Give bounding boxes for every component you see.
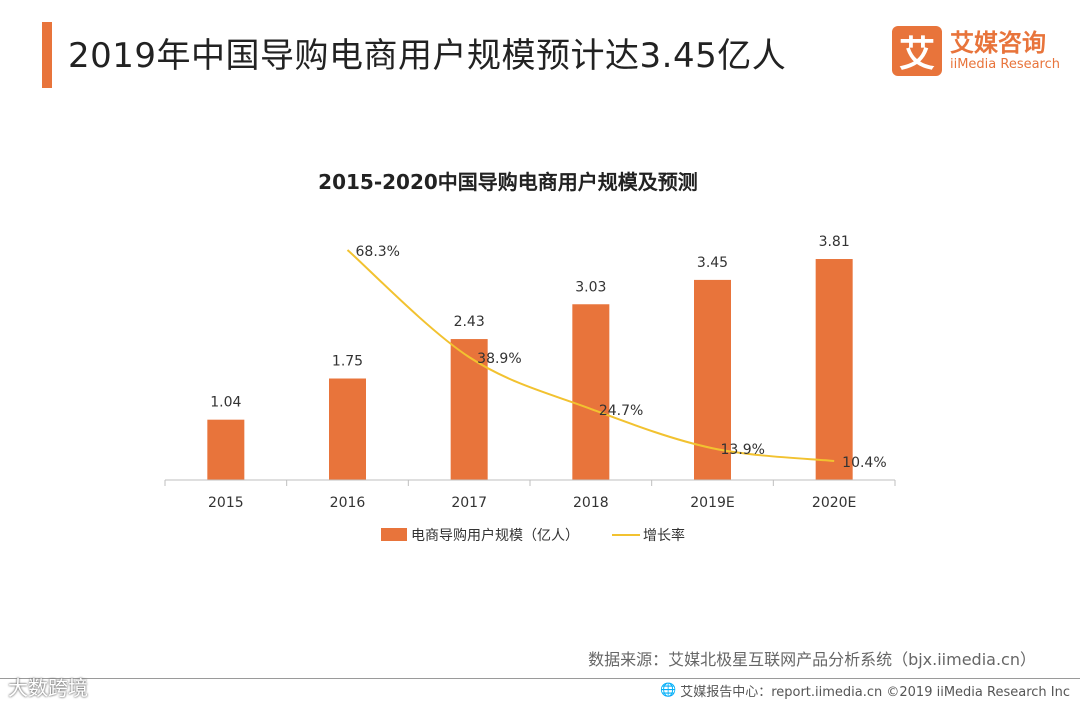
- x-tick-label: 2019E: [690, 495, 734, 511]
- bar-value-label: 1.04: [210, 395, 241, 411]
- bar-2019E: [694, 279, 731, 480]
- bar-value-label: 3.45: [697, 255, 728, 271]
- footer-divider: [0, 678, 1080, 679]
- bar-2015: [207, 419, 245, 480]
- growth-rate-label: 24.7%: [599, 403, 643, 419]
- bar-value-label: 3.03: [575, 279, 606, 295]
- legend-label-bars: 电商导购用户规模（亿人）: [411, 527, 579, 544]
- logo-name-cn: 艾媒咨询: [949, 29, 1046, 57]
- title-accent-bar: [42, 22, 52, 88]
- bar-2018: [572, 304, 610, 480]
- x-tick-label: 2018: [573, 495, 609, 511]
- growth-rate-label: 38.9%: [477, 351, 521, 367]
- watermark: 大数跨境: [8, 676, 88, 700]
- x-tick-label: 2016: [330, 495, 366, 511]
- legend-swatch-bars: [381, 528, 407, 541]
- data-source: 数据来源：艾媒北极星互联网产品分析系统（bjx.iimedia.cn）: [588, 650, 1036, 669]
- chart: 2015-2020中国导购电商用户规模及预测 2015 2016 2017 2018 2…: [164, 170, 896, 544]
- growth-rate-label: 13.9%: [721, 442, 765, 458]
- x-tick-label: 2020E: [812, 495, 856, 511]
- globe-icon: 🌐: [660, 683, 677, 698]
- growth-rate-label: 10.4%: [842, 455, 886, 471]
- bar-2016: [329, 378, 366, 480]
- bar-2017: [450, 339, 488, 480]
- bar-value-label: 1.75: [332, 354, 363, 370]
- growth-rate-line: [346, 249, 835, 462]
- chart-title: 2015-2020中国导购电商用户规模及预测: [318, 170, 698, 194]
- legend-label-line: 增长率: [643, 527, 685, 544]
- growth-rate-label: 68.3%: [356, 244, 400, 260]
- bar-value-label: 2.43: [454, 314, 485, 330]
- footer: 🌐 艾媒报告中心：report.iimedia.cn ©2019 iiMedia…: [660, 681, 1070, 700]
- x-tick-label: 2015: [208, 495, 244, 511]
- bar-2020E: [815, 259, 853, 480]
- page-title: 2019年中国导购电商用户规模预计达3.45亿人: [68, 36, 787, 76]
- brand-logo: 艾 艾媒咨询 iiMedia Research: [891, 26, 1060, 76]
- footer-text: 艾媒报告中心：report.iimedia.cn ©2019 iiMedia R…: [680, 685, 1070, 700]
- logo-name-en: iiMedia Research: [949, 57, 1060, 72]
- logo-mark: 艾: [891, 26, 942, 76]
- x-tick-label: 2017: [451, 495, 487, 511]
- bar-value-label: 3.81: [819, 234, 850, 250]
